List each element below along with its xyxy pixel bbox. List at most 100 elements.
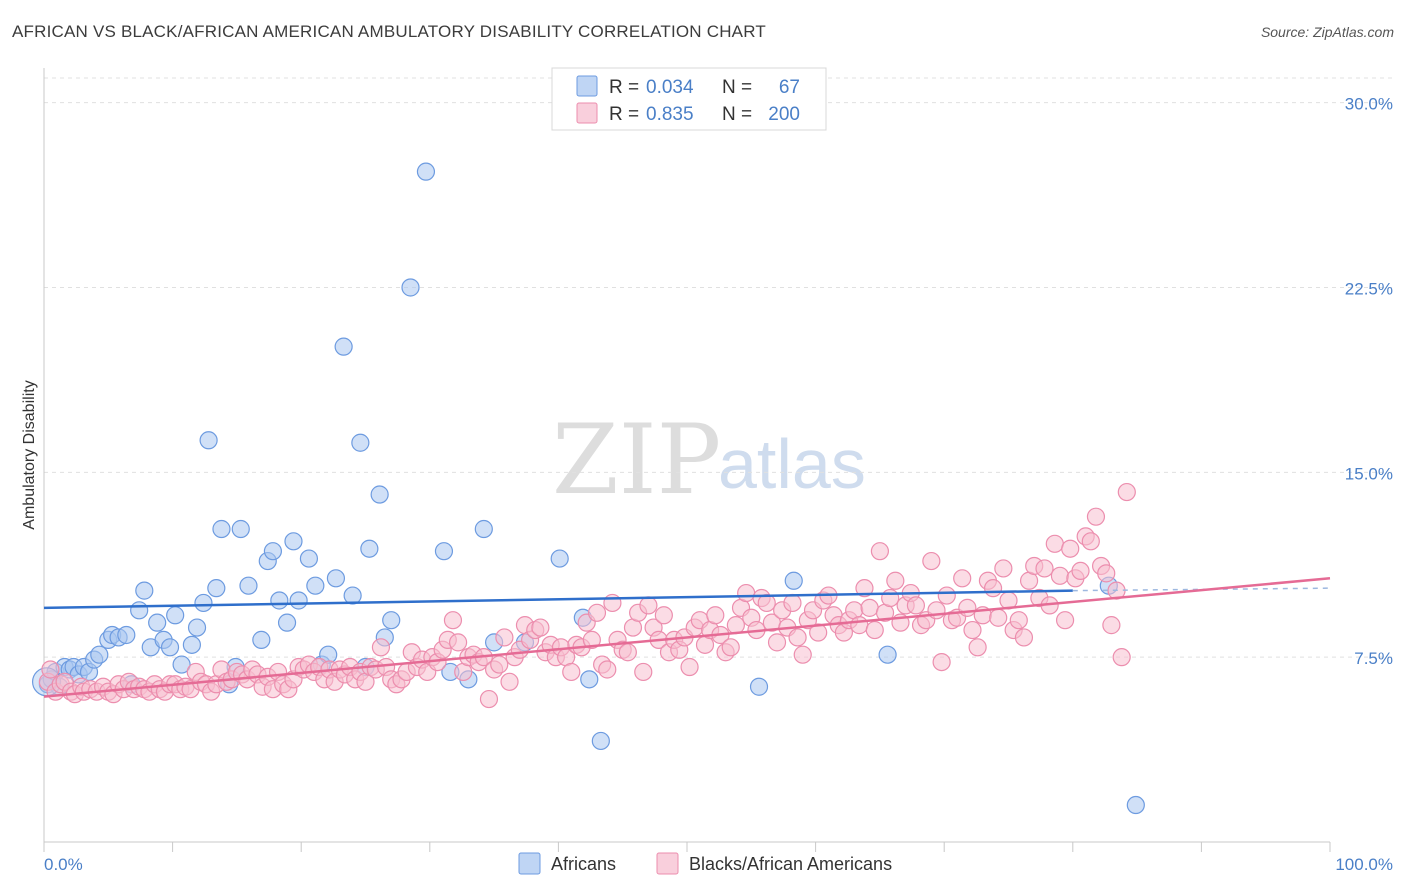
data-point-africans xyxy=(199,431,218,450)
legend-r-label-2: R = xyxy=(609,104,639,125)
data-point-blacks xyxy=(1045,534,1064,553)
data-point-blacks xyxy=(850,616,869,635)
y-tick-label: 7.5% xyxy=(1354,649,1393,668)
trendlines xyxy=(43,577,1331,698)
data-point-africans xyxy=(401,278,420,297)
data-point-africans xyxy=(277,613,297,632)
data-point-africans xyxy=(252,630,271,650)
data-point-africans xyxy=(306,576,325,595)
data-point-africans xyxy=(351,433,370,452)
data-point-blacks xyxy=(906,596,926,615)
source-credit: Source: ZipAtlas.com xyxy=(1260,24,1394,40)
data-point-africans xyxy=(360,539,379,558)
legend-n-value-1: 67 xyxy=(779,77,800,98)
bottom-legend-blacks: Blacks/African Americans xyxy=(689,854,892,874)
data-point-blacks xyxy=(1035,559,1054,578)
data-point-africans xyxy=(749,677,769,696)
data-point-blacks xyxy=(1050,566,1070,585)
data-point-blacks xyxy=(490,655,509,674)
data-point-africans xyxy=(550,549,569,568)
legend-n-label-2: N = xyxy=(722,104,752,125)
data-point-blacks xyxy=(618,643,637,662)
data-point-africans xyxy=(166,606,185,625)
data-point-blacks xyxy=(1071,561,1090,581)
data-point-africans xyxy=(289,591,308,610)
gridlines: 7.5% 15.0% 22.5% 30.0% xyxy=(44,77,1393,668)
data-point-blacks xyxy=(1086,507,1106,526)
data-point-africans xyxy=(591,731,610,751)
legend-n-value-2: 200 xyxy=(768,104,800,125)
data-point-africans xyxy=(194,593,213,613)
data-point-blacks xyxy=(922,551,941,571)
data-point-blacks xyxy=(793,645,812,664)
data-point-africans xyxy=(263,542,283,561)
data-point-blacks xyxy=(855,579,874,598)
axes: 0.0% 100.0% xyxy=(43,68,1393,874)
data-point-africans xyxy=(878,645,897,664)
data-point-africans xyxy=(160,638,180,657)
data-point-africans xyxy=(474,519,493,539)
data-point-africans xyxy=(172,655,191,674)
data-point-blacks xyxy=(968,638,987,657)
x-tick-label-min: 0.0% xyxy=(44,855,83,874)
data-point-africans xyxy=(231,519,250,539)
data-point-africans xyxy=(382,611,401,630)
data-point-blacks xyxy=(737,583,756,603)
data-point-blacks xyxy=(598,660,617,679)
data-point-blacks xyxy=(783,593,802,613)
data-point-africans xyxy=(580,670,599,689)
data-point-blacks xyxy=(443,611,463,630)
series-africans xyxy=(31,162,1145,815)
data-point-blacks xyxy=(1014,628,1034,647)
data-point-blacks xyxy=(870,542,890,561)
data-point-blacks xyxy=(721,638,740,657)
data-point-blacks xyxy=(582,630,601,650)
data-point-blacks xyxy=(1009,611,1028,630)
data-point-blacks xyxy=(654,606,673,625)
data-point-africans xyxy=(270,591,289,610)
y-tick-label: 15.0% xyxy=(1345,464,1393,483)
data-point-blacks xyxy=(788,628,807,647)
data-point-blacks xyxy=(587,603,607,622)
data-point-africans xyxy=(343,586,362,605)
data-point-blacks xyxy=(1061,539,1080,558)
data-point-blacks xyxy=(932,652,951,672)
data-point-blacks xyxy=(531,618,550,637)
trendline-africans-extrapolated xyxy=(1072,587,1331,592)
data-point-africans xyxy=(284,532,303,551)
data-point-blacks xyxy=(881,588,900,608)
data-point-blacks xyxy=(994,559,1013,578)
data-point-blacks xyxy=(1097,564,1116,583)
data-point-blacks xyxy=(953,569,972,588)
legend-r-value-1: 0.034 xyxy=(646,77,694,98)
data-point-africans xyxy=(1126,795,1145,815)
data-point-blacks xyxy=(371,638,391,657)
data-point-blacks xyxy=(958,598,977,617)
data-point-blacks xyxy=(886,571,905,590)
data-point-blacks xyxy=(726,616,745,635)
data-point-africans xyxy=(148,613,167,632)
watermark-atlas: atlas xyxy=(718,425,866,503)
data-point-africans xyxy=(299,549,319,568)
data-point-blacks xyxy=(500,672,519,691)
data-point-blacks xyxy=(1102,616,1121,635)
data-point-blacks xyxy=(809,623,828,642)
legend-r-value-2: 0.835 xyxy=(646,104,694,125)
data-point-africans xyxy=(187,618,207,637)
legend-swatch-africans xyxy=(576,75,598,97)
series-legend: Africans Blacks/African Americans xyxy=(518,852,892,875)
data-point-blacks xyxy=(448,633,468,652)
data-point-africans xyxy=(434,542,454,561)
data-point-blacks xyxy=(963,620,982,640)
legend-n-label-1: N = xyxy=(722,77,752,98)
data-point-africans xyxy=(784,571,803,590)
data-point-blacks xyxy=(639,596,658,615)
bottom-legend-swatch-blacks xyxy=(656,852,679,875)
correlation-legend: R = 0.034 N = 67 R = 0.835 N = 200 xyxy=(551,67,827,131)
data-point-africans xyxy=(90,645,109,664)
y-tick-label: 30.0% xyxy=(1345,95,1393,114)
data-point-blacks xyxy=(983,579,1003,598)
trendline-africans xyxy=(43,589,1073,610)
chart-title: AFRICAN VS BLACK/AFRICAN AMERICAN AMBULA… xyxy=(12,22,766,41)
